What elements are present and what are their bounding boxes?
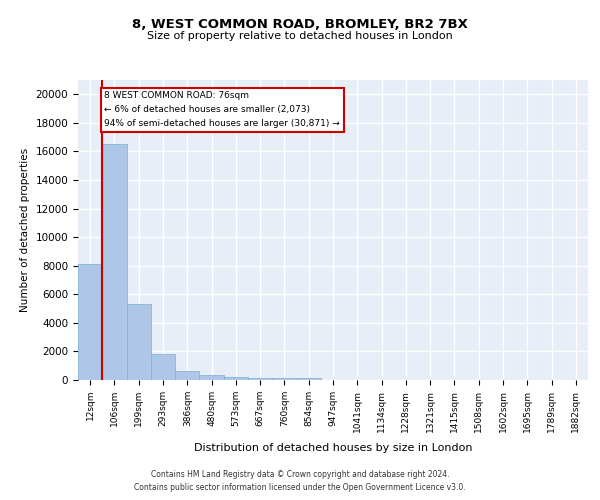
Text: 8, WEST COMMON ROAD, BROMLEY, BR2 7BX: 8, WEST COMMON ROAD, BROMLEY, BR2 7BX bbox=[132, 18, 468, 30]
Bar bbox=[78, 264, 102, 380]
Bar bbox=[199, 375, 224, 380]
Bar bbox=[175, 370, 199, 380]
Text: Contains HM Land Registry data © Crown copyright and database right 2024.
Contai: Contains HM Land Registry data © Crown c… bbox=[134, 470, 466, 492]
Bar bbox=[224, 377, 248, 380]
Bar bbox=[296, 378, 321, 380]
Bar bbox=[102, 144, 127, 380]
Bar bbox=[127, 304, 151, 380]
Text: 8 WEST COMMON ROAD: 76sqm
← 6% of detached houses are smaller (2,073)
94% of sem: 8 WEST COMMON ROAD: 76sqm ← 6% of detach… bbox=[104, 92, 340, 128]
Bar bbox=[151, 354, 175, 380]
Bar bbox=[272, 378, 296, 380]
Bar bbox=[248, 378, 272, 380]
Text: Size of property relative to detached houses in London: Size of property relative to detached ho… bbox=[147, 31, 453, 41]
Y-axis label: Number of detached properties: Number of detached properties bbox=[20, 148, 30, 312]
X-axis label: Distribution of detached houses by size in London: Distribution of detached houses by size … bbox=[194, 443, 472, 453]
